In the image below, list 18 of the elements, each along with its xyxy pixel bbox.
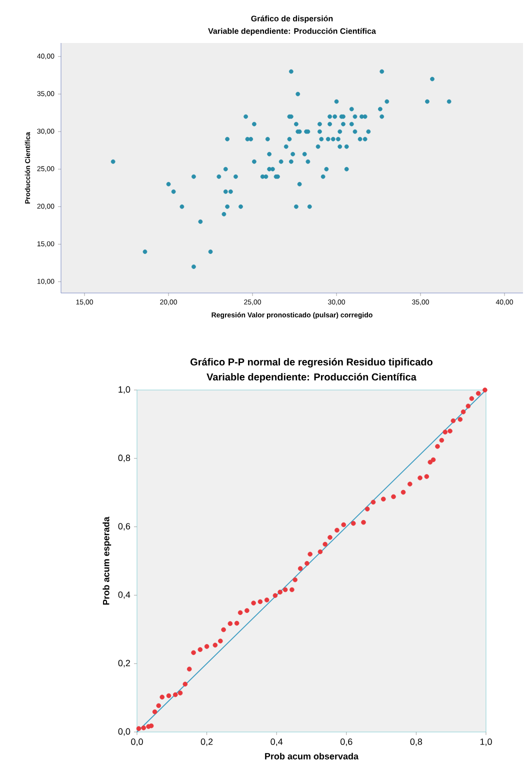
- chart-subtitle: Variable dependiente: Producción Científica: [206, 373, 416, 382]
- y-tick-label: 0,6: [118, 523, 130, 531]
- y-tick-label: 0,8: [118, 454, 130, 462]
- y-tick-label: 0,2: [118, 660, 130, 668]
- y-tick-label: 0,0: [118, 728, 130, 736]
- x-tick-label: 0,8: [410, 738, 422, 746]
- chart-subtitle: Variable dependiente: Producción Científica: [208, 28, 376, 36]
- y-axis-title: Prob acum esperada: [102, 516, 112, 605]
- x-tick-label: 0,6: [340, 738, 352, 746]
- y-tick-label: 1,0: [118, 386, 130, 394]
- x-tick-label: 0,4: [270, 738, 283, 746]
- chart-title: Gráfico P-P normal de regresión Residuo tipificado: [190, 358, 433, 368]
- x-axis-title: Prob acum observada: [265, 752, 359, 760]
- chart-title: Gráfico de dispersión: [251, 15, 333, 23]
- x-tick-label: 0,2: [200, 738, 213, 746]
- x-tick-label: 0,0: [131, 738, 143, 746]
- y-tick-label: 0,4: [118, 591, 130, 599]
- x-tick-label: 1,0: [480, 738, 492, 746]
